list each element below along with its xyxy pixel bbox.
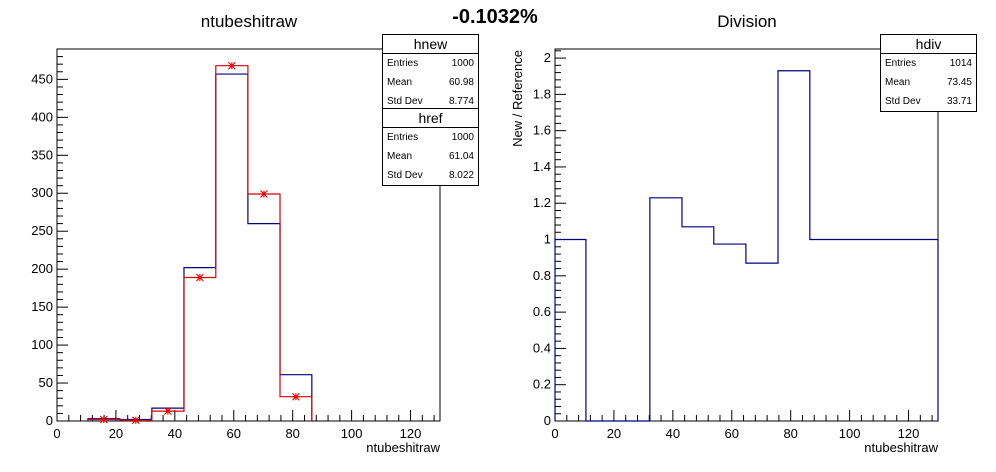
y-tick-label: 300 xyxy=(31,185,53,200)
stats-row-entries: Entries 1014 xyxy=(881,54,976,73)
x-tick-label: 80 xyxy=(285,426,299,441)
stats-box-href: href Entries 1000 Mean 61.04 Std Dev 8.022 xyxy=(382,108,479,186)
y-tick-label: 400 xyxy=(31,109,53,124)
x-tick-label: 120 xyxy=(400,426,422,441)
stats-value: 1014 xyxy=(949,58,972,69)
stats-value: 73.45 xyxy=(946,77,972,88)
y-tick-label: 1.6 xyxy=(533,123,551,138)
stats-row-stddev: Std Dev 8.022 xyxy=(383,166,478,185)
stats-row-mean: Mean 60.98 xyxy=(383,73,478,92)
histogram-hnew-step xyxy=(87,73,313,421)
x-tick-label: 0 xyxy=(53,426,60,441)
y-tick-label: 0.6 xyxy=(533,304,551,319)
x-tick-label: 20 xyxy=(607,426,621,441)
y-tick-label: 450 xyxy=(31,71,53,86)
y-tick-label: 0 xyxy=(544,413,551,428)
y-tick-label: 100 xyxy=(31,337,53,352)
y-tick-label: 1.4 xyxy=(533,159,551,174)
histogram-href-marker xyxy=(131,416,140,425)
right-plot-title: Division xyxy=(717,12,777,31)
stats-value: 1000 xyxy=(451,58,474,69)
left-x-axis-label: ntubeshitraw xyxy=(366,440,440,455)
plots-layer: 0 20 40 60 80 100 1200501001502002503003504004… xyxy=(31,48,939,441)
x-tick-label: 100 xyxy=(839,426,861,441)
stats-row-entries: Entries 1000 xyxy=(383,128,478,147)
histogram-href-marker xyxy=(99,415,108,424)
x-tick-label: 20 xyxy=(109,426,123,441)
stats-label: Mean xyxy=(885,77,911,88)
histogram-hdiv-step xyxy=(554,70,939,422)
stats-label: Entries xyxy=(387,58,419,69)
stats-row-mean: Mean 61.04 xyxy=(383,147,478,166)
x-tick-label: 40 xyxy=(168,426,182,441)
stats-label: Std Dev xyxy=(885,96,921,107)
stats-box-title: hdiv xyxy=(881,35,976,54)
plot-frame xyxy=(554,48,939,422)
y-tick-label: 0.4 xyxy=(533,340,551,355)
stats-value: 1000 xyxy=(451,132,474,143)
stats-row-stddev: Std Dev 33.71 xyxy=(881,92,976,111)
stats-label: Std Dev xyxy=(387,96,423,107)
x-tick-label: 120 xyxy=(898,426,920,441)
stats-value: 61.04 xyxy=(448,151,474,162)
y-tick-label: 250 xyxy=(31,223,53,238)
y-tick-label: 200 xyxy=(31,261,53,276)
histogram-href-marker xyxy=(195,273,204,282)
stats-value: 8.022 xyxy=(448,170,474,181)
histogram-href-marker xyxy=(164,407,172,416)
right-x-axis-label: ntubeshitraw xyxy=(864,440,938,455)
plot-frame xyxy=(56,48,441,422)
histogram-href-marker xyxy=(227,61,236,70)
histogram-href-marker xyxy=(292,392,300,401)
stats-value: 33.71 xyxy=(946,96,972,107)
stats-label: Entries xyxy=(885,58,917,69)
y-tick-label: 150 xyxy=(31,299,53,314)
stats-box-hdiv: hdiv Entries 1014 Mean 73.45 Std Dev 33.71 xyxy=(880,34,977,112)
stats-box-title: href xyxy=(383,109,478,128)
left-plot-title: ntubeshitraw xyxy=(201,12,298,31)
y-tick-label: 1.8 xyxy=(533,86,551,101)
histogram-href-step xyxy=(87,65,313,421)
histogram-href-marker xyxy=(260,190,268,198)
overall-title: -0.1032% xyxy=(452,6,538,28)
stats-value: 60.98 xyxy=(448,77,474,88)
x-tick-label: 60 xyxy=(227,426,241,441)
x-tick-label: 40 xyxy=(666,426,680,441)
y-tick-label: 50 xyxy=(39,375,53,390)
stats-label: Mean xyxy=(387,77,413,88)
stats-label: Mean xyxy=(387,151,413,162)
y-tick-label: 0.2 xyxy=(533,377,551,392)
stats-row-mean: Mean 73.45 xyxy=(881,73,976,92)
y-tick-label: 350 xyxy=(31,147,53,162)
x-tick-label: 0 xyxy=(551,426,558,441)
x-tick-label: 80 xyxy=(783,426,797,441)
stats-box-hnew: hnew Entries 1000 Mean 60.98 Std Dev 8.774 xyxy=(382,34,479,112)
y-tick-label: 1.2 xyxy=(533,195,551,210)
right-y-axis-label: New / Reference xyxy=(510,50,525,147)
y-tick-label: 0 xyxy=(46,413,53,428)
stats-value: 8.774 xyxy=(448,96,474,107)
x-tick-label: 60 xyxy=(725,426,739,441)
stats-label: Entries xyxy=(387,132,419,143)
x-tick-label: 100 xyxy=(341,426,363,441)
stats-box-title: hnew xyxy=(383,35,478,54)
stats-row-stddev: Std Dev 8.774 xyxy=(383,92,478,111)
y-tick-label: 0.8 xyxy=(533,268,551,283)
stats-row-entries: Entries 1000 xyxy=(383,54,478,73)
y-tick-label: 2 xyxy=(544,50,551,65)
stats-label: Std Dev xyxy=(387,170,423,181)
y-tick-label: 1 xyxy=(544,232,551,247)
